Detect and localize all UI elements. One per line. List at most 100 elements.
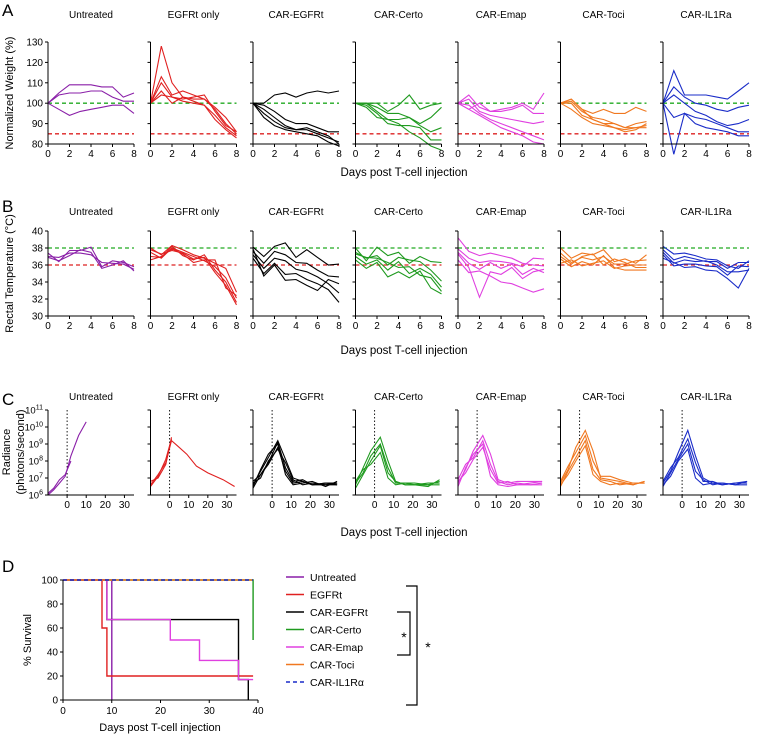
subplot-car-certo: CAR-Certo 0 10 20 30 [352,392,442,511]
y-tick-label: 80 [47,600,59,611]
series-line [662,447,748,486]
x-tick-label: 4 [293,149,299,160]
series-line [355,102,442,133]
legend-label-car-toci: CAR-Toci [310,660,354,672]
series-line [560,102,647,131]
y-tick-label: 80 [32,140,44,151]
subplot-title: CAR-EGFRt [269,392,324,403]
x-tick-label: 0 [148,321,154,332]
x-tick-label: 2 [67,321,73,332]
subplot-title: CAR-Toci [582,207,624,218]
subplot-title: CAR-IL1Ra [680,207,732,218]
y-tick-label: 108 [29,456,44,468]
series-line [457,253,545,299]
x-tick-label: 2 [477,321,483,332]
series-line [252,242,340,266]
x-tick-label: 4 [498,149,504,160]
subplot-car-il1ra: CAR-IL1Ra 0 2 4 6 8 [660,207,752,332]
x-tick-label: 30 [529,500,541,511]
series-line [662,102,749,133]
series-line [150,90,237,137]
x-tick-label: 0 [660,321,666,332]
x-tick-label: 2 [374,149,380,160]
series-line [662,251,750,273]
x-tick-label: 4 [88,321,94,332]
series-line [252,446,338,489]
y-tick-label: 100 [26,99,43,110]
survival-plot: 0 10 20 30 40 0 20 40 60 80 100 Days post T-cell in… [22,576,264,735]
subplot-egfrt-only: EGFRt only 0 2 4 6 8 [147,10,240,160]
x-tick-label: 0 [167,500,173,511]
subplot-untreated: Untreated 0 2 4 6 8 30 32 34 36 38 40 [32,207,137,332]
series-line [252,448,338,486]
legend-label-car-il1ra: CAR-IL1Rα [310,677,364,689]
series-line [252,102,340,145]
series-line [47,460,72,494]
series-line [252,254,340,294]
x-tick-label: 10 [286,500,298,511]
x-tick-label: 20 [155,706,167,717]
series-line [252,248,340,292]
subplot-car-certo: CAR-Certo 0 2 4 6 8 [352,10,445,160]
bracket-outer [406,585,418,706]
x-tick-label: 4 [396,149,402,160]
series-line [662,69,750,104]
x-tick-label: 0 [353,321,359,332]
x-tick-label: 30 [734,500,746,511]
series-line [47,421,87,496]
series-line [355,102,442,141]
x-tick-label: 4 [703,149,709,160]
tick-base: 10 [29,440,40,451]
subplot-title: CAR-Toci [582,10,624,21]
x-tick-label: 0 [250,321,256,332]
series-line [47,84,135,104]
x-axis-label: Days post T-cell injection [341,527,468,539]
series-line [560,439,645,487]
y-tick-label: 32 [32,295,44,306]
tick-base: 10 [25,406,36,417]
series-line [355,246,442,265]
subplot-untreated: Untreated 0 2 4 6 8 80 90 100 110 120 130 [26,10,137,160]
x-tick-label: 0 [269,500,275,511]
x-axis-label: Days post T-cell injection [341,345,468,357]
panel-a-letter: A [2,1,14,20]
subplot-title: EGFRt only [168,10,220,21]
x-tick-label: 0 [60,706,66,717]
series-line [457,98,545,125]
x-tick-label: 0 [474,500,480,511]
y-tick-label: 109 [29,439,44,451]
y-tick-label: 36 [32,261,44,272]
x-tick-label: 6 [520,149,526,160]
x-tick-label: 0 [455,321,461,332]
x-tick-label: 8 [439,321,445,332]
series-line [47,90,134,104]
x-tick-label: 10 [81,500,93,511]
legend-label-car-emap: CAR-Emap [310,642,363,654]
x-tick-label: 20 [202,500,214,511]
series-line [560,252,647,265]
x-tick-label: 4 [191,321,197,332]
y-tick-label: 120 [26,58,43,69]
x-tick-label: 4 [293,321,299,332]
x-tick-label: 6 [315,149,321,160]
x-tick-label: 4 [601,149,607,160]
x-tick-label: 6 [622,321,628,332]
subplot-car-toci: CAR-Toci 0 10 20 30 [557,392,647,511]
series-line [560,259,647,269]
x-tick-label: 8 [541,149,547,160]
subplot-title: EGFRt only [168,207,220,218]
series-line [150,81,237,133]
x-tick-label: 0 [45,321,51,332]
bracket-inner [397,611,411,656]
x-tick-label: 2 [272,321,278,332]
subplot-title: Untreated [69,207,113,218]
x-tick-label: 2 [579,321,585,332]
series-line [150,247,237,299]
series-line [355,102,442,125]
series-line [354,435,440,486]
survival-legend: Untreated EGFRt CAR-EGFRt CAR-Certo CAR-Emap… [286,572,368,689]
x-tick-label: 4 [396,321,402,332]
legend-label-car-certo: CAR-Certo [310,625,362,637]
x-tick-label: 0 [558,149,564,160]
series-line [150,437,173,482]
